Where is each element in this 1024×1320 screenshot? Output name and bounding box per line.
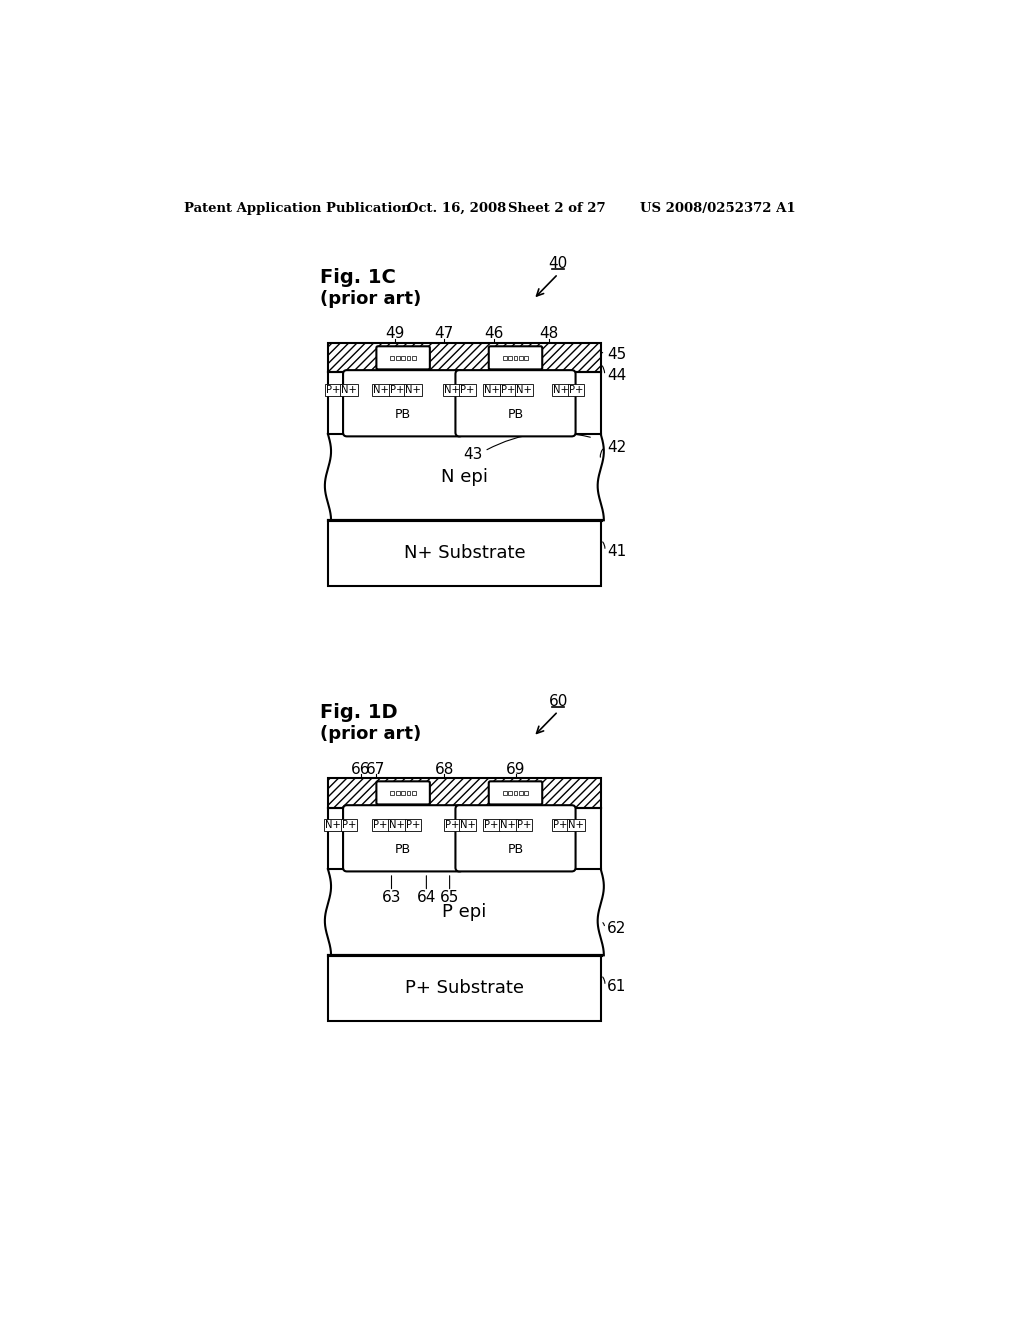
Text: N+ Substrate: N+ Substrate — [403, 544, 525, 562]
Text: (prior art): (prior art) — [321, 725, 422, 743]
FancyBboxPatch shape — [456, 805, 575, 871]
Text: 69: 69 — [506, 762, 525, 776]
Text: PB: PB — [508, 408, 523, 421]
Text: PB: PB — [395, 843, 412, 855]
Bar — [503, 355, 507, 360]
Bar — [508, 355, 512, 360]
Text: P+: P+ — [374, 820, 388, 830]
Text: N+: N+ — [444, 384, 460, 395]
Bar — [328, 779, 601, 808]
Bar — [508, 791, 512, 795]
Text: P+: P+ — [460, 384, 475, 395]
FancyBboxPatch shape — [377, 346, 430, 370]
Text: 65: 65 — [440, 890, 460, 906]
Text: 63: 63 — [382, 890, 401, 906]
Text: N+: N+ — [326, 820, 341, 830]
Text: N+: N+ — [406, 384, 421, 395]
Text: N+: N+ — [568, 820, 584, 830]
Bar — [328, 808, 601, 869]
Bar — [328, 520, 601, 586]
Text: N+: N+ — [373, 384, 388, 395]
Text: PB: PB — [508, 843, 523, 855]
Text: 48: 48 — [540, 326, 558, 342]
Text: US 2008/0252372 A1: US 2008/0252372 A1 — [640, 202, 795, 215]
Bar — [328, 956, 601, 1020]
Text: P+: P+ — [517, 820, 531, 830]
Text: N+: N+ — [553, 384, 568, 395]
Text: 49: 49 — [386, 326, 406, 342]
Text: 40: 40 — [549, 256, 567, 272]
Bar — [407, 791, 411, 795]
FancyBboxPatch shape — [488, 346, 543, 370]
FancyBboxPatch shape — [343, 805, 463, 871]
Bar — [519, 355, 523, 360]
Text: P epi: P epi — [442, 903, 486, 921]
Bar — [514, 791, 517, 795]
Bar — [401, 791, 406, 795]
Bar — [412, 791, 416, 795]
Text: 46: 46 — [484, 326, 504, 342]
Text: N+: N+ — [341, 384, 356, 395]
Text: Sheet 2 of 27: Sheet 2 of 27 — [508, 202, 605, 215]
Text: 68: 68 — [434, 762, 454, 776]
Text: N+: N+ — [483, 384, 500, 395]
Text: P+: P+ — [444, 820, 459, 830]
Bar — [524, 791, 528, 795]
Bar — [390, 355, 394, 360]
Bar — [328, 372, 601, 434]
Text: P+: P+ — [484, 820, 499, 830]
FancyBboxPatch shape — [488, 781, 543, 804]
Text: 43: 43 — [463, 447, 482, 462]
Text: P+: P+ — [406, 820, 421, 830]
Text: 66: 66 — [351, 762, 371, 776]
Text: N epi: N epi — [441, 469, 487, 486]
Bar — [519, 791, 523, 795]
Text: 61: 61 — [607, 978, 627, 994]
Text: 47: 47 — [434, 326, 454, 342]
Text: P+: P+ — [501, 384, 515, 395]
Bar — [328, 343, 601, 372]
Bar — [412, 355, 416, 360]
Text: Fig. 1C: Fig. 1C — [321, 268, 396, 288]
Bar — [395, 791, 399, 795]
Text: 67: 67 — [367, 762, 386, 776]
Text: P+ Substrate: P+ Substrate — [404, 979, 524, 997]
Text: P+: P+ — [568, 384, 583, 395]
Text: 62: 62 — [607, 921, 627, 936]
Text: 41: 41 — [607, 544, 627, 558]
Text: PB: PB — [395, 408, 412, 421]
Text: N+: N+ — [500, 820, 516, 830]
Text: P+: P+ — [327, 384, 341, 395]
Text: (prior art): (prior art) — [321, 289, 422, 308]
Text: N+: N+ — [516, 384, 531, 395]
Text: N+: N+ — [389, 820, 404, 830]
Text: Oct. 16, 2008: Oct. 16, 2008 — [407, 202, 506, 215]
Bar — [503, 791, 507, 795]
FancyBboxPatch shape — [343, 370, 463, 437]
Text: P+: P+ — [342, 820, 356, 830]
Bar — [524, 355, 528, 360]
Bar — [390, 791, 394, 795]
Text: Patent Application Publication: Patent Application Publication — [183, 202, 411, 215]
Bar — [401, 355, 406, 360]
Text: P+: P+ — [390, 384, 404, 395]
Text: N+: N+ — [460, 820, 475, 830]
Bar — [395, 355, 399, 360]
Text: 42: 42 — [607, 440, 627, 454]
Text: 60: 60 — [549, 694, 568, 709]
Text: 45: 45 — [607, 347, 627, 362]
Text: P+: P+ — [553, 820, 567, 830]
FancyBboxPatch shape — [456, 370, 575, 437]
FancyBboxPatch shape — [377, 781, 430, 804]
Bar — [407, 355, 411, 360]
Text: Fig. 1D: Fig. 1D — [321, 704, 398, 722]
Text: 44: 44 — [607, 368, 627, 383]
Bar — [514, 355, 517, 360]
Text: 64: 64 — [417, 890, 436, 906]
